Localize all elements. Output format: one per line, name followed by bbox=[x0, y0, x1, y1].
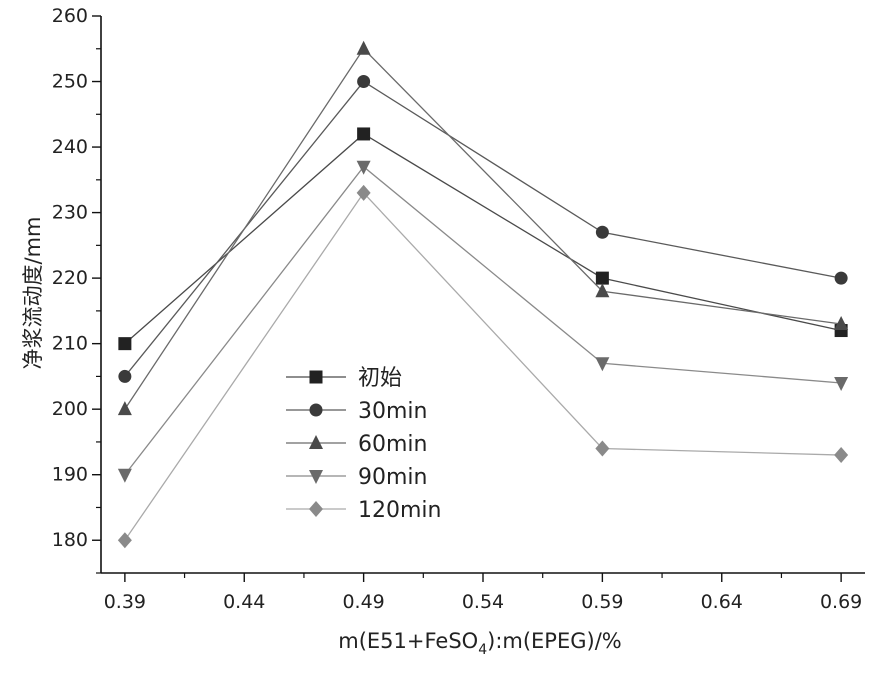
data-point bbox=[118, 369, 132, 383]
y-tick-label: 230 bbox=[52, 202, 88, 224]
data-point bbox=[834, 447, 849, 464]
data-point bbox=[117, 532, 132, 549]
legend-item: 30min bbox=[286, 399, 427, 424]
legend-label: 初始 bbox=[358, 366, 402, 391]
data-point bbox=[356, 40, 371, 55]
data-point bbox=[356, 160, 371, 175]
legend-marker bbox=[309, 370, 323, 384]
y-tick-label: 240 bbox=[52, 136, 88, 158]
legend-label: 60min bbox=[358, 432, 427, 457]
legend-item: 120min bbox=[286, 498, 441, 523]
data-point bbox=[595, 357, 610, 372]
x-tick-label: 0.64 bbox=[701, 591, 743, 613]
data-point bbox=[595, 283, 610, 298]
data-point bbox=[834, 315, 849, 330]
legend-label: 120min bbox=[358, 498, 441, 523]
axes: 180 190 200 210 220 230 240 250 260 0.39 0.44 0.49 0… bbox=[52, 5, 865, 613]
x-tick-label: 0.69 bbox=[820, 591, 862, 613]
legend-marker bbox=[309, 470, 323, 484]
data-point bbox=[356, 184, 371, 201]
x-axis-title-subscript: 4 bbox=[478, 642, 487, 658]
legend-marker bbox=[309, 435, 323, 449]
legend-item: 初始 bbox=[286, 366, 402, 391]
y-tick-label: 190 bbox=[52, 464, 88, 486]
data-point bbox=[595, 440, 610, 457]
data-point bbox=[595, 225, 609, 239]
x-axis-title-part-2: ):m(EPEG)/% bbox=[487, 629, 622, 653]
x-axis-title-part-1: m(E51+FeSO bbox=[338, 629, 478, 653]
legend-item: 90min bbox=[286, 465, 427, 490]
x-tick-label: 0.49 bbox=[342, 591, 384, 613]
x-tick-label: 0.39 bbox=[104, 591, 146, 613]
y-axis-title: 净浆流动度/mm bbox=[21, 217, 45, 370]
series-line bbox=[124, 47, 842, 410]
series-layer bbox=[117, 40, 849, 549]
x-tick-label: 0.54 bbox=[462, 591, 504, 613]
legend-marker bbox=[309, 403, 323, 417]
y-tick-label: 220 bbox=[52, 267, 88, 289]
legend: 初始 30min 60min 90min 120min bbox=[286, 366, 441, 523]
x-axis-title: m(E51+FeSO4):m(EPEG)/% bbox=[338, 629, 622, 658]
data-point bbox=[117, 468, 132, 483]
series-line bbox=[124, 165, 842, 476]
series-2 bbox=[117, 40, 849, 416]
data-point bbox=[357, 75, 371, 89]
y-tick-label: 210 bbox=[52, 333, 88, 355]
x-tick-label: 0.44 bbox=[223, 591, 265, 613]
legend-label: 30min bbox=[358, 399, 427, 424]
series-3 bbox=[117, 160, 849, 483]
y-tick-label: 180 bbox=[52, 529, 88, 551]
data-point bbox=[357, 127, 371, 141]
series-0 bbox=[118, 127, 848, 351]
data-point bbox=[834, 271, 848, 285]
series-line bbox=[124, 191, 842, 541]
data-point bbox=[118, 337, 132, 351]
data-point bbox=[834, 376, 849, 391]
legend-label: 90min bbox=[358, 465, 427, 490]
legend-item: 60min bbox=[286, 432, 427, 457]
legend-marker bbox=[309, 501, 323, 517]
y-tick-label: 260 bbox=[52, 5, 88, 27]
x-tick-label: 0.59 bbox=[581, 591, 623, 613]
series-4 bbox=[117, 184, 849, 549]
y-tick-label: 200 bbox=[52, 398, 88, 420]
data-point bbox=[117, 401, 132, 416]
y-tick-label: 250 bbox=[52, 71, 88, 93]
series-line bbox=[124, 133, 842, 345]
data-point bbox=[595, 271, 609, 285]
